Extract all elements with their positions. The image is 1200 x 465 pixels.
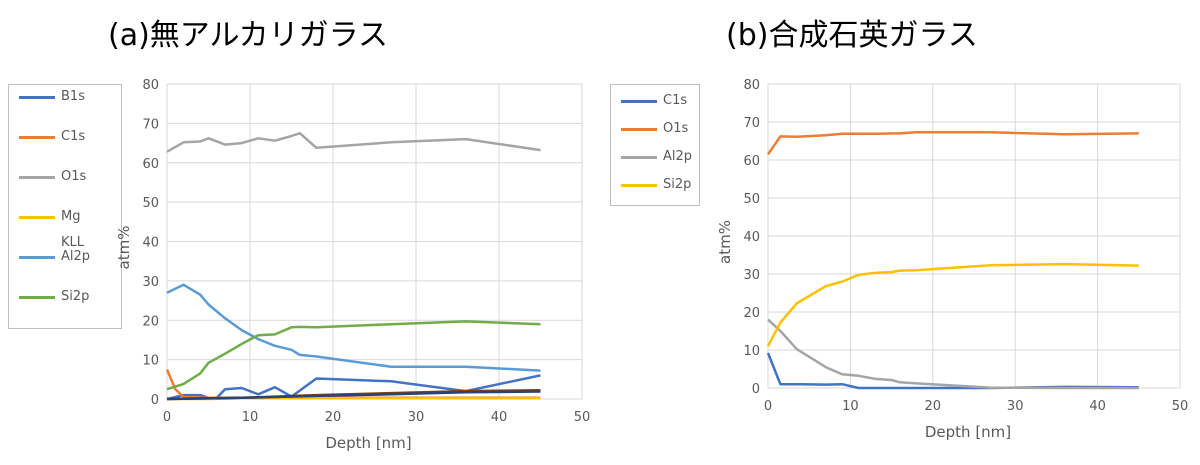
chart-a-ytick-label: 50 xyxy=(142,196,159,211)
chart-a-ytick-label: 0 xyxy=(151,393,159,408)
chart-a-xtick-label: 30 xyxy=(408,410,425,425)
chart-a-ytick-label: 20 xyxy=(142,314,159,329)
chart-b-xtick-label: 10 xyxy=(842,399,859,414)
chart-b-series-al2p xyxy=(768,320,1139,388)
chart-a-xtick-label: 20 xyxy=(325,410,342,425)
chart-b-series-si2p xyxy=(768,264,1139,346)
chart-b-ytick-label: 30 xyxy=(743,268,760,283)
chart-b-ylabel: atm% xyxy=(716,220,734,264)
chart-a-xtick-label: 10 xyxy=(242,410,259,425)
chart-b-xtick-label: 20 xyxy=(925,399,942,414)
chart-b-ytick-label: 60 xyxy=(743,154,760,169)
chart-b-ytick-label: 20 xyxy=(743,306,760,321)
chart-a-ytick-label: 70 xyxy=(142,117,159,132)
chart-b-series-c1s xyxy=(768,353,1139,388)
chart-b-ytick-label: 10 xyxy=(743,344,760,359)
chart-b-xtick-label: 40 xyxy=(1089,399,1106,414)
chart-b-ytick-label: 40 xyxy=(743,230,760,245)
chart-a-xlabel: Depth [nm] xyxy=(325,434,411,452)
chart-a-ytick-label: 10 xyxy=(142,354,159,369)
chart-b-ytick-label: 0 xyxy=(752,382,760,397)
chart-a-ytick-label: 40 xyxy=(142,236,159,251)
chart-b-ytick-label: 50 xyxy=(743,192,760,207)
chart-b-ytick-label: 70 xyxy=(743,116,760,131)
chart-a-xtick-label: 50 xyxy=(574,410,591,425)
chart-b-series-o1s xyxy=(768,132,1139,154)
chart-b-xtick-label: 50 xyxy=(1172,399,1189,414)
chart-a-series-o1s xyxy=(167,133,541,152)
chart-a-series-al2p xyxy=(167,285,541,371)
chart-a-xtick-label: 40 xyxy=(491,410,508,425)
chart-b-xtick-label: 30 xyxy=(1007,399,1024,414)
chart-a-ytick-label: 30 xyxy=(142,275,159,290)
chart-a-ytick-label: 80 xyxy=(142,78,159,93)
chart-a-ytick-label: 60 xyxy=(142,157,159,172)
chart-a-plot: 0 10 20 30 40 50 60 70 80 0 10 20 30 40 50 Depth [nm] at… xyxy=(0,0,1200,465)
chart-b-xlabel: Depth [nm] xyxy=(925,423,1011,441)
chart-b-xtick-label: 0 xyxy=(764,399,772,414)
chart-b-ytick-label: 80 xyxy=(743,78,760,93)
chart-a-xtick-label: 0 xyxy=(163,410,171,425)
chart-a-ylabel: atm% xyxy=(115,226,133,270)
